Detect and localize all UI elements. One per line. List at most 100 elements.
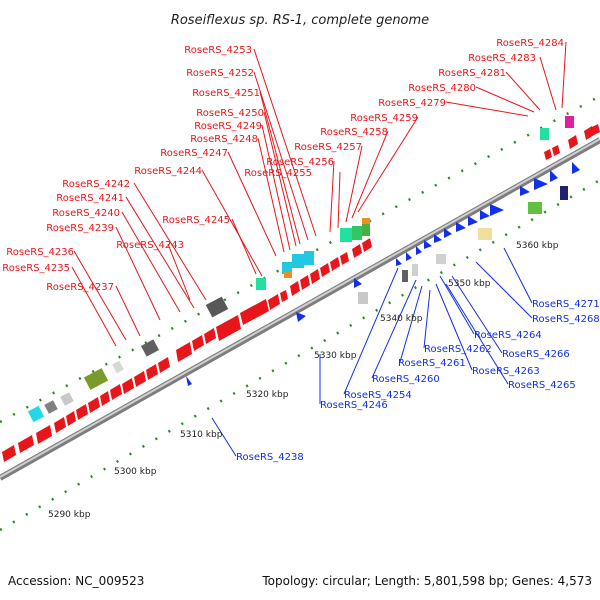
forward-gene-arrows [2, 124, 600, 462]
gene-label: RoseRS_4266 [502, 349, 570, 360]
leader-4250 [263, 111, 297, 247]
leader-4238 [211, 417, 237, 457]
gene-label: RoseRS_4279 [378, 98, 446, 109]
leader-4253 [253, 48, 317, 237]
gene-label: RoseRS_4283 [468, 53, 536, 64]
forward-gene-block-3 [290, 238, 372, 296]
scale-label: 5330 kbp [314, 351, 357, 361]
forward-gene-block-4 [544, 124, 600, 160]
gene-label: RoseRS_4248 [190, 134, 258, 145]
gene-label: RoseRS_4243 [116, 240, 184, 251]
reverse-gene-block-1 [396, 204, 504, 266]
gene-label: RoseRS_4238 [236, 452, 304, 463]
feature-cyan-3 [292, 254, 304, 268]
gene-label: RoseRS_4259 [350, 113, 418, 124]
gene-label: RoseRS_4262 [424, 344, 492, 355]
gene-label: RoseRS_4254 [344, 390, 412, 401]
reverse-gene-1 [186, 376, 192, 386]
gene-label: RoseRS_4249 [194, 121, 262, 132]
feature-teal-1 [256, 278, 266, 290]
reverse-gene-3 [354, 278, 362, 288]
forward-leader-lines [71, 41, 567, 347]
leader-4249 [261, 124, 291, 251]
leader-4247 [227, 151, 277, 257]
leader-4280 [475, 86, 535, 113]
leader-4265 [445, 283, 509, 385]
feature-teal-2 [340, 228, 352, 242]
leader-4243 [167, 243, 191, 301]
feature-olive-1 [83, 368, 109, 390]
leader-4254 [343, 267, 399, 395]
feature-cyan-4 [304, 251, 314, 265]
gene-label: RoseRS_4280 [408, 83, 476, 94]
feature-green-3 [528, 202, 542, 214]
gene-label: RoseRS_4242 [62, 179, 130, 190]
gene-label: RoseRS_4284 [496, 38, 564, 49]
gene-label: RoseRS_4255 [244, 168, 312, 179]
gene-label: RoseRS_4268 [532, 314, 600, 325]
feature-magenta-1 [565, 116, 574, 128]
leader-4239 [115, 226, 161, 321]
gene-label: RoseRS_4240 [52, 208, 120, 219]
leader-4259 [357, 116, 419, 213]
leader-4237 [115, 285, 141, 337]
gene-label: RoseRS_4281 [438, 68, 506, 79]
gene-label: RoseRS_4257 [294, 142, 362, 153]
leader-4257 [345, 145, 363, 223]
gene-label: RoseRS_4245 [162, 215, 230, 226]
scale-label: 5310 kbp [180, 430, 223, 440]
feature-lightgrey-4 [412, 264, 418, 276]
gene-label: RoseRS_4246 [320, 400, 388, 411]
leader-4263 [435, 283, 473, 371]
gene-label: RoseRS_4263 [472, 366, 540, 377]
gene-label: RoseRS_4260 [372, 374, 440, 385]
reverse-gene-arrows [186, 162, 580, 386]
feature-lightgrey-2 [112, 360, 124, 374]
feature-lightgrey-1 [60, 392, 74, 406]
leader-4241 [125, 196, 195, 309]
leader-4268 [475, 261, 533, 319]
leader-4235 [71, 266, 117, 347]
leader-4255 [337, 171, 341, 229]
feature-orange-1 [284, 272, 292, 278]
scale-label: 5360 kbp [516, 241, 559, 251]
feature-orange-2 [362, 218, 370, 224]
feature-cyan-2 [282, 262, 292, 274]
gene-label: RoseRS_4256 [266, 157, 334, 168]
gene-label: RoseRS_4252 [186, 68, 254, 79]
feature-green-1 [352, 226, 362, 240]
map-title: Roseiflexus sp. RS-1, complete genome [171, 13, 429, 28]
leader-4283 [539, 56, 557, 111]
gene-label: RoseRS_4237 [46, 282, 114, 293]
forward-gene-block-1 [2, 357, 170, 462]
feature-grey-1 [44, 400, 58, 414]
leader-4260 [371, 279, 417, 379]
leader-4240 [121, 211, 181, 313]
feature-boxes [27, 116, 574, 423]
leader-4284 [561, 41, 567, 109]
leader-4242 [133, 182, 207, 301]
feature-green-2 [362, 222, 370, 236]
scale-label: 5290 kbp [48, 510, 91, 520]
gene-label: RoseRS_4258 [320, 127, 388, 138]
scale-label: 5320 kbp [246, 390, 289, 400]
feature-teal-3 [540, 128, 549, 140]
gene-label: RoseRS_4265 [508, 380, 576, 391]
gene-label: RoseRS_4236 [6, 247, 74, 258]
leader-4258 [351, 130, 389, 219]
feature-darkgrey-3 [402, 270, 408, 282]
leader-4245 [231, 218, 257, 275]
gene-label: RoseRS_4241 [56, 193, 124, 204]
forward-labels: RoseRS_4253 RoseRS_4252 RoseRS_4251 Rose… [2, 38, 564, 293]
gene-label: RoseRS_4271 [532, 299, 600, 310]
feature-lightgrey-5 [436, 254, 446, 264]
leader-4271 [503, 247, 533, 304]
reverse-gene-2 [296, 312, 306, 322]
leader-4236 [73, 250, 127, 341]
reverse-gene-block-2 [520, 162, 580, 196]
feature-tan-1 [478, 228, 492, 240]
feature-darkgrey-2 [205, 296, 229, 318]
gene-label: RoseRS_4251 [192, 88, 260, 99]
